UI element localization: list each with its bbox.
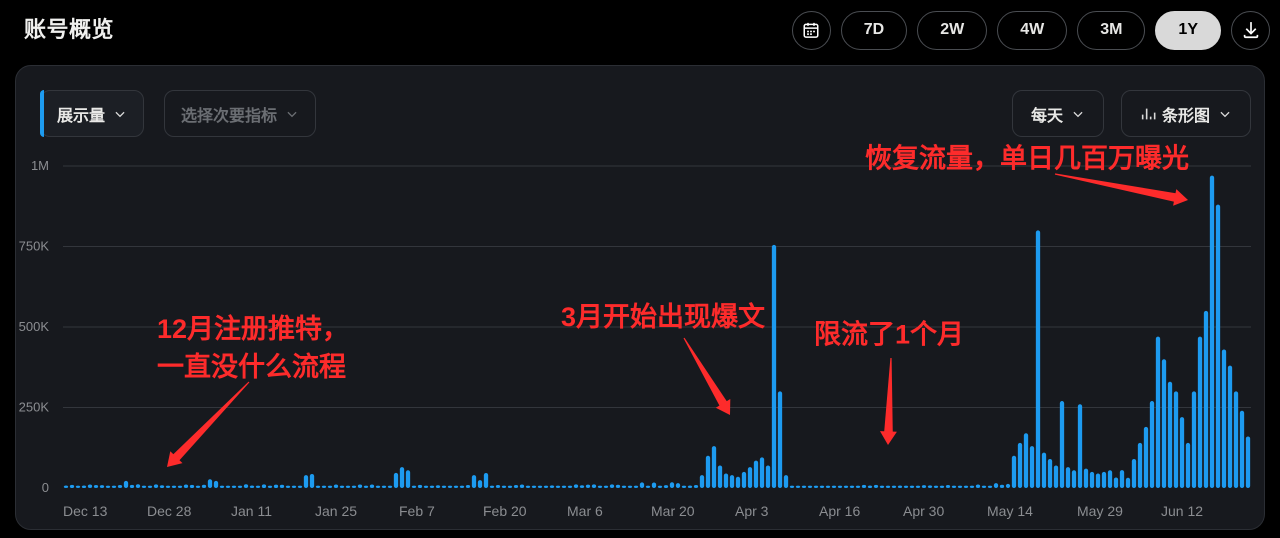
svg-text:Jan 25: Jan 25 <box>315 503 357 519</box>
svg-text:Mar 6: Mar 6 <box>567 503 603 519</box>
svg-text:500K: 500K <box>19 319 50 334</box>
svg-text:恢复流量，单日几百万曝光: 恢复流量，单日几百万曝光 <box>865 144 1189 174</box>
svg-text:Mar 20: Mar 20 <box>651 503 695 519</box>
svg-text:Dec 13: Dec 13 <box>63 503 108 519</box>
svg-text:May 29: May 29 <box>1077 503 1123 519</box>
svg-text:Apr 3: Apr 3 <box>735 503 769 519</box>
svg-text:Feb 20: Feb 20 <box>483 503 527 519</box>
svg-text:限流了1个月: 限流了1个月 <box>814 320 964 350</box>
svg-text:Jan 11: Jan 11 <box>231 503 272 519</box>
svg-text:Jun 12: Jun 12 <box>1161 503 1203 519</box>
svg-text:0: 0 <box>42 480 49 495</box>
svg-text:Apr 16: Apr 16 <box>819 503 860 519</box>
svg-text:250K: 250K <box>19 400 50 415</box>
svg-text:1M: 1M <box>31 158 49 173</box>
svg-text:Apr 30: Apr 30 <box>903 503 944 519</box>
svg-text:一直没什么流程: 一直没什么流程 <box>157 352 346 382</box>
svg-text:May 14: May 14 <box>987 503 1033 519</box>
svg-text:Dec 28: Dec 28 <box>147 503 192 519</box>
svg-text:12月注册推特，: 12月注册推特， <box>157 313 349 344</box>
svg-text:750K: 750K <box>19 239 50 254</box>
svg-text:3月开始出现爆文: 3月开始出现爆文 <box>561 301 766 332</box>
svg-text:Feb 7: Feb 7 <box>399 503 435 519</box>
